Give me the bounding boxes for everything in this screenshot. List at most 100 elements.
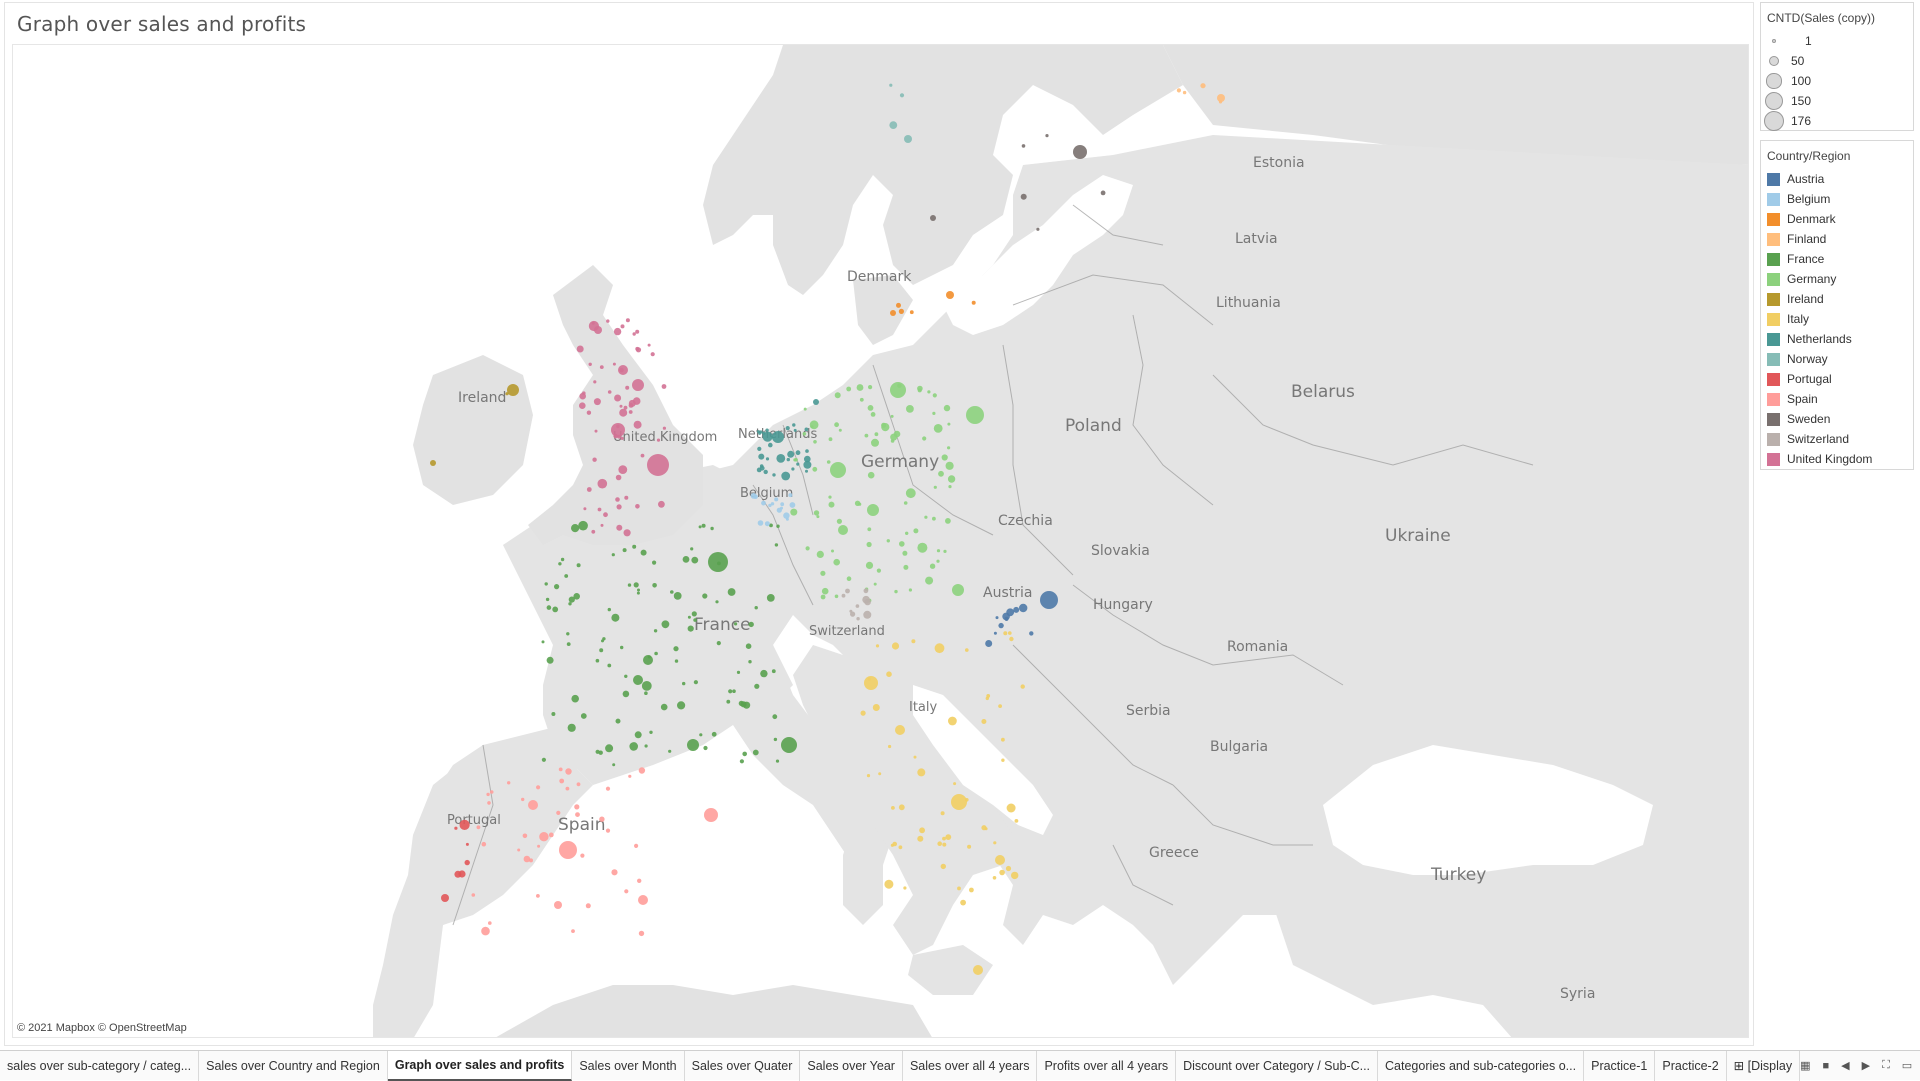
sheet-tab[interactable]: Profits over all 4 years (1037, 1050, 1177, 1081)
sales-mark[interactable] (838, 428, 842, 432)
sales-mark[interactable] (536, 785, 541, 790)
sales-mark[interactable] (1020, 193, 1027, 200)
sales-mark[interactable] (803, 407, 807, 411)
sales-mark[interactable] (772, 714, 778, 720)
sales-mark[interactable] (759, 464, 764, 468)
sales-mark[interactable] (892, 841, 897, 847)
sales-mark[interactable] (929, 563, 936, 569)
sales-mark[interactable] (595, 749, 600, 754)
sales-mark[interactable] (1014, 819, 1019, 823)
sales-mark[interactable] (522, 833, 528, 839)
sales-mark[interactable] (693, 618, 697, 622)
sales-mark[interactable] (763, 469, 768, 475)
sales-mark[interactable] (605, 828, 611, 833)
sales-mark[interactable] (945, 461, 954, 470)
sales-mark[interactable] (813, 510, 820, 516)
sales-mark[interactable] (558, 767, 563, 772)
sales-mark[interactable] (740, 701, 747, 708)
sales-mark[interactable] (933, 485, 937, 489)
sales-mark[interactable] (752, 749, 759, 756)
sales-mark[interactable] (571, 929, 575, 933)
color-legend-item[interactable]: United Kingdom (1761, 449, 1913, 469)
sales-mark[interactable] (913, 528, 919, 534)
sales-mark[interactable] (742, 751, 747, 757)
sales-mark[interactable] (619, 404, 623, 408)
sales-mark[interactable] (1008, 631, 1012, 635)
sales-mark[interactable] (754, 683, 760, 689)
sales-mark[interactable] (788, 493, 793, 498)
sales-mark[interactable] (995, 855, 1005, 865)
sales-mark[interactable] (774, 543, 779, 547)
sales-mark[interactable] (786, 457, 790, 462)
sales-mark[interactable] (889, 83, 893, 87)
sales-mark[interactable] (904, 135, 912, 143)
sales-mark[interactable] (995, 616, 999, 620)
sales-mark[interactable] (677, 701, 686, 710)
sales-mark[interactable] (634, 843, 639, 849)
sales-mark[interactable] (846, 576, 852, 581)
sales-mark[interactable] (768, 442, 773, 448)
sales-mark[interactable] (637, 878, 642, 883)
sales-mark[interactable] (586, 487, 592, 492)
sales-mark[interactable] (529, 858, 533, 863)
sales-mark[interactable] (960, 899, 966, 906)
sales-mark[interactable] (507, 384, 519, 396)
sales-mark[interactable] (791, 467, 795, 471)
sales-mark[interactable] (998, 704, 1002, 708)
sales-mark[interactable] (772, 473, 776, 477)
sales-mark[interactable] (933, 424, 943, 433)
sales-mark[interactable] (682, 681, 686, 686)
sales-mark[interactable] (595, 658, 600, 663)
sales-mark[interactable] (576, 782, 581, 787)
sales-mark[interactable] (632, 397, 641, 405)
sales-mark[interactable] (632, 332, 636, 336)
sales-mark[interactable] (890, 310, 896, 316)
sales-mark[interactable] (523, 855, 531, 863)
sales-mark[interactable] (687, 625, 694, 632)
sales-mark[interactable] (947, 446, 951, 450)
sales-mark[interactable] (615, 474, 622, 481)
sales-mark[interactable] (1021, 144, 1026, 148)
sales-mark[interactable] (828, 501, 835, 508)
sales-mark[interactable] (486, 792, 490, 797)
sales-mark[interactable] (761, 500, 766, 506)
sales-mark[interactable] (603, 512, 608, 518)
sales-mark[interactable] (623, 405, 628, 410)
sales-mark[interactable] (682, 556, 690, 563)
sales-mark[interactable] (489, 790, 494, 794)
sales-mark[interactable] (886, 539, 890, 543)
sales-mark[interactable] (701, 523, 706, 528)
sales-mark[interactable] (969, 887, 974, 893)
sales-mark[interactable] (773, 737, 778, 742)
sales-mark[interactable] (647, 454, 669, 476)
sales-mark[interactable] (934, 643, 945, 654)
sales-mark[interactable] (927, 390, 931, 394)
sales-mark[interactable] (653, 629, 658, 633)
sales-mark[interactable] (726, 699, 731, 704)
sales-mark[interactable] (757, 520, 764, 526)
sales-mark[interactable] (776, 507, 782, 513)
sales-mark[interactable] (890, 382, 906, 398)
tabs-view-icon[interactable]: ■ (1822, 1059, 1830, 1072)
sales-mark[interactable] (973, 965, 983, 975)
sales-mark[interactable] (834, 422, 839, 428)
sales-mark[interactable] (906, 405, 914, 413)
sales-mark[interactable] (583, 507, 587, 511)
sales-mark[interactable] (643, 655, 653, 665)
sales-mark[interactable] (917, 542, 928, 553)
sales-mark[interactable] (579, 402, 586, 410)
sales-mark[interactable] (872, 704, 880, 711)
sales-mark[interactable] (804, 455, 811, 463)
sales-mark[interactable] (704, 808, 718, 822)
sales-mark[interactable] (756, 467, 762, 473)
sales-mark[interactable] (820, 594, 826, 600)
sales-mark[interactable] (693, 680, 699, 685)
sales-mark[interactable] (981, 719, 987, 724)
sales-mark[interactable] (957, 886, 961, 891)
sales-mark[interactable] (488, 921, 492, 925)
sales-mark[interactable] (863, 588, 869, 594)
sales-mark[interactable] (616, 504, 622, 510)
sales-mark[interactable] (966, 406, 984, 424)
sales-mark[interactable] (668, 749, 672, 753)
sales-mark[interactable] (775, 759, 780, 763)
